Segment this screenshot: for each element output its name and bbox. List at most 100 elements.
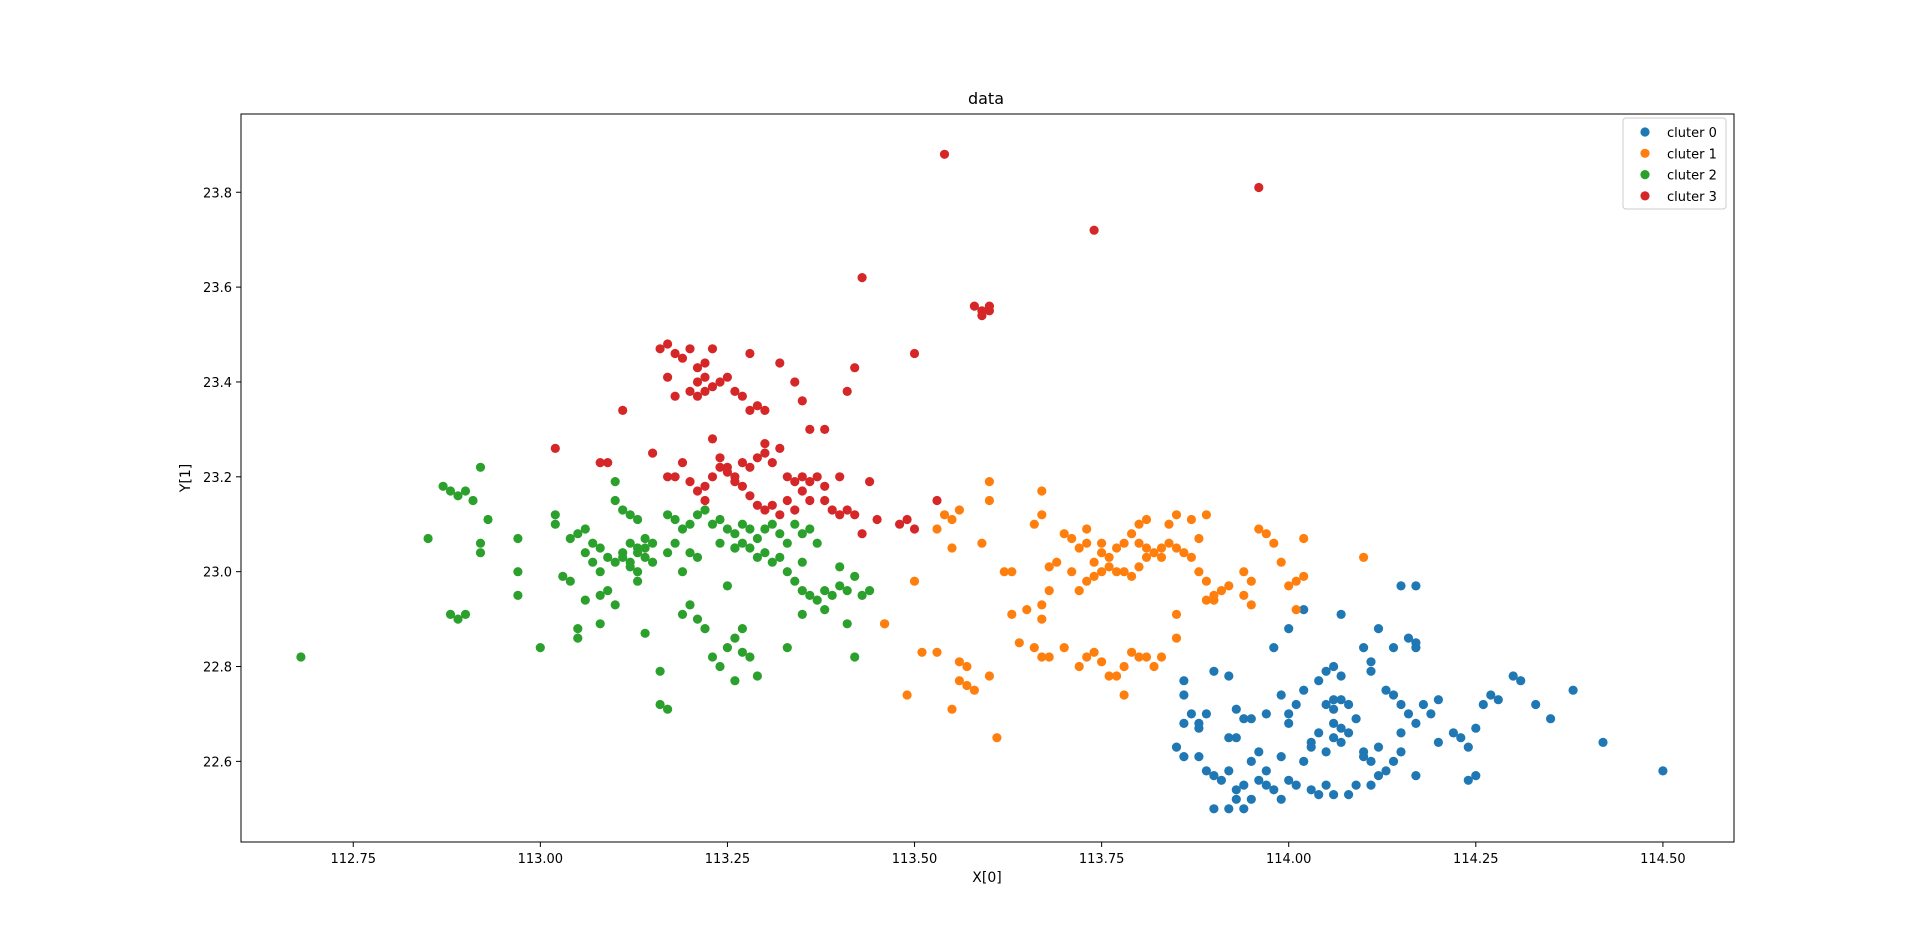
data-point [460,609,471,620]
data-point [1396,699,1406,710]
data-point [1471,771,1481,781]
data-point [745,405,755,415]
data-point [453,491,463,501]
data-point [1089,571,1099,582]
data-point [1426,709,1436,719]
data-point [782,643,792,653]
data-point [842,586,852,596]
data-point [797,557,807,567]
data-point [730,676,740,686]
data-point [1119,690,1129,700]
data-point [752,500,763,510]
data-point [939,149,950,159]
data-point [707,652,718,662]
data-point [790,505,800,515]
data-point [692,377,703,387]
data-point [1097,567,1107,577]
data-point [775,443,785,453]
data-point [790,519,800,529]
data-point [1344,728,1354,738]
data-point [737,538,748,548]
data-point [1366,657,1376,667]
data-point [1231,733,1241,743]
data-point [633,548,643,558]
data-point [1104,552,1114,563]
data-point [618,405,628,415]
data-point [1269,538,1279,548]
data-point [812,595,822,605]
data-point [917,647,927,657]
x-tick-label: 113.25 [705,852,751,867]
data-point [872,514,882,525]
data-point [595,543,605,553]
data-point [969,685,980,695]
data-point [700,505,710,515]
data-point [707,344,718,354]
data-point [760,405,770,415]
data-point [1239,567,1249,577]
data-point [962,680,972,691]
data-point [805,495,815,506]
data-point [1254,775,1264,785]
data-point [835,581,845,591]
data-point [1351,780,1361,790]
y-tick-label: 23.6 [203,281,232,296]
data-point [670,348,680,359]
data-point [1127,647,1137,657]
data-point [423,533,433,544]
data-point [648,557,658,567]
legend-label: cluter 0 [1667,126,1717,141]
data-point [655,344,665,354]
legend-label: cluter 1 [1667,147,1717,162]
data-point [1082,576,1092,586]
data-point [663,548,673,558]
data-point [1471,723,1481,733]
data-point [1112,567,1122,577]
data-point [932,495,942,506]
data-point [1134,538,1144,548]
data-point [827,590,837,601]
y-axis-label: Y[1] [178,464,194,493]
data-point [700,372,710,382]
data-point [1209,771,1219,781]
data-point [1052,557,1062,567]
data-point [1037,486,1047,496]
data-point [767,519,777,529]
data-point [820,605,830,615]
data-point [1373,742,1384,752]
data-point [932,647,942,657]
data-point [1246,576,1256,586]
data-point [610,495,620,506]
data-point [1239,714,1249,724]
data-point [1156,552,1167,563]
data-point [760,448,770,458]
data-point [1276,690,1286,700]
data-point [685,519,695,529]
data-point [820,495,830,506]
data-point [1359,752,1369,762]
data-point [580,524,590,534]
data-point [730,633,740,643]
data-point [1201,576,1211,586]
data-point [1381,685,1391,695]
data-point [715,538,725,548]
data-point [1321,666,1331,676]
data-point [737,519,748,529]
data-point [685,344,695,354]
data-point [1396,581,1406,591]
data-point [1209,804,1219,814]
data-point [932,524,942,534]
data-point [1224,581,1234,591]
data-point [752,533,763,544]
data-point [790,377,800,387]
data-point [842,386,852,396]
data-point [618,552,628,563]
data-point [1186,552,1196,563]
data-point [827,505,837,515]
data-point [715,661,725,672]
data-point [513,567,523,577]
data-point [550,519,560,529]
data-point [805,424,815,434]
data-point [573,624,583,634]
data-point [992,733,1002,743]
